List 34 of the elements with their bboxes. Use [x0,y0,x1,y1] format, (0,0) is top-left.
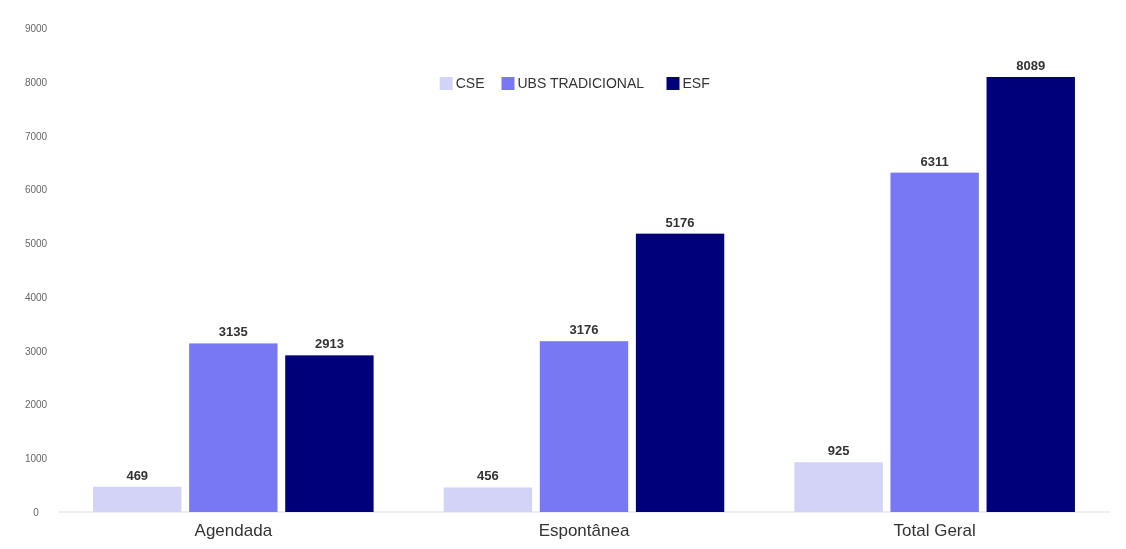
x-tick-label: Total Geral [893,521,976,540]
x-tick-label: Espontânea [538,521,630,540]
bar [189,343,278,512]
data-label: 6311 [920,153,949,169]
bar [986,76,1075,512]
data-label: 3135 [218,324,248,340]
legend-label: ESF [682,75,710,91]
y-tick-label: 5000 [24,238,48,250]
data-label: 469 [126,467,149,483]
data-label: 8089 [1016,57,1046,73]
y-tick-label: 9000 [24,23,48,34]
bar [890,172,979,512]
legend-label: CSE [455,75,485,91]
bar [539,341,629,512]
x-tick-label: Agendada [194,521,273,540]
data-label: 3176 [569,322,599,338]
y-tick-label: 1000 [24,453,48,465]
y-tick-label: 3000 [24,345,48,357]
y-tick-label: 2000 [24,399,48,411]
bar [794,462,883,512]
data-label: 456 [477,468,499,484]
bar [285,355,374,512]
bar [635,233,725,512]
y-tick-label: 6000 [24,184,48,196]
y-tick-label: 4000 [24,291,48,303]
bar [93,486,182,512]
data-label: 925 [827,443,850,459]
y-tick-label: 7000 [24,130,48,142]
legend-label: UBS TRADICIONAL [517,75,645,91]
data-label: 2913 [314,336,344,352]
data-label: 5176 [665,214,695,230]
y-tick-label: 8000 [24,76,48,88]
y-tick-label: 0 [33,507,40,518]
bar [443,487,533,512]
